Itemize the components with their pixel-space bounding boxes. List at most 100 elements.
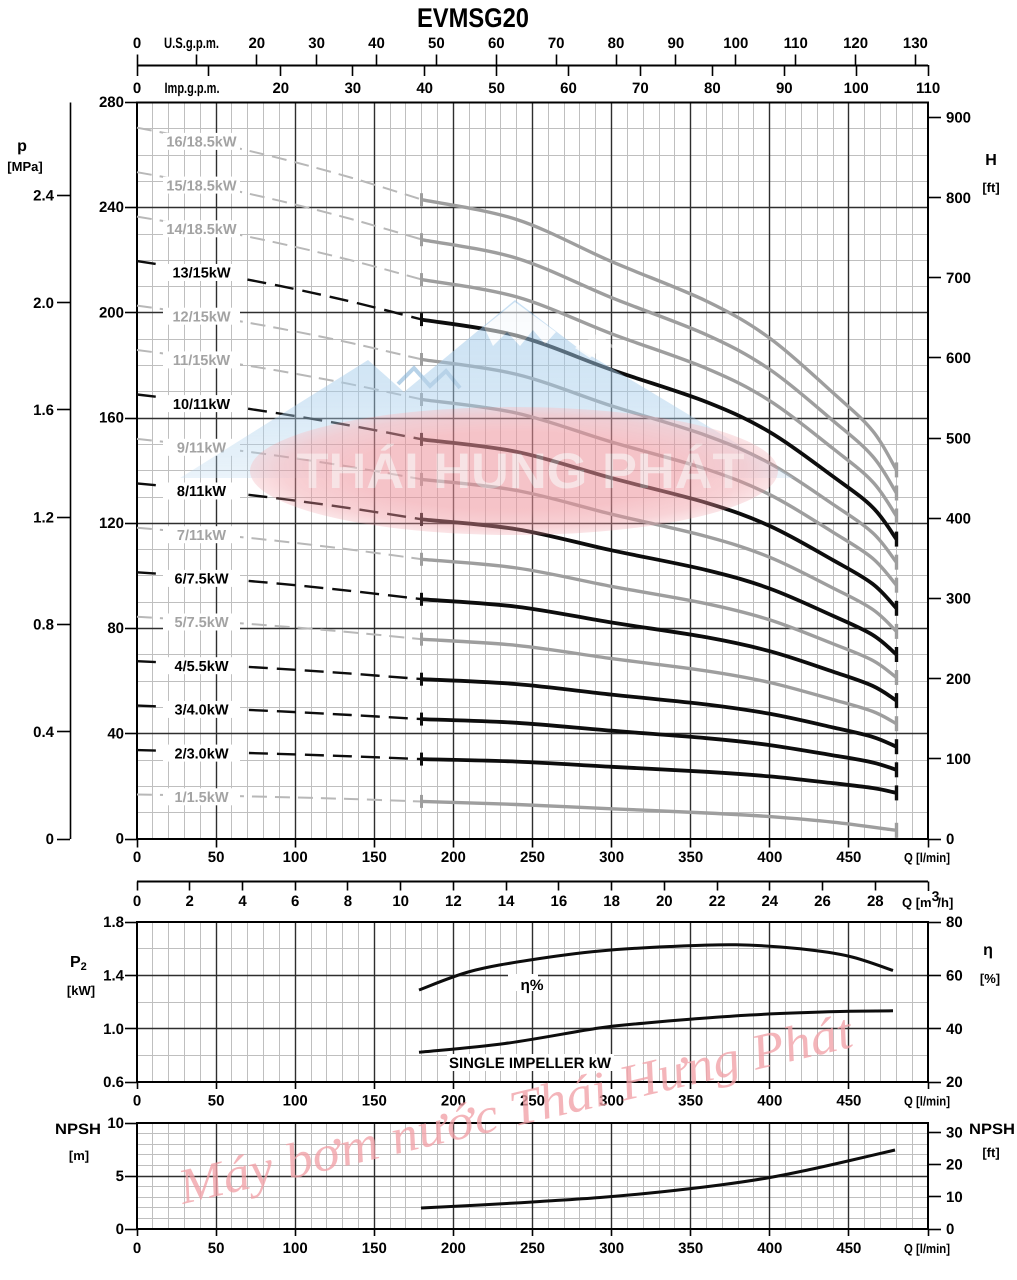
svg-text:[ft]: [ft] — [982, 180, 999, 195]
svg-text:250: 250 — [520, 849, 545, 866]
svg-text:12/15kW: 12/15kW — [172, 309, 230, 325]
svg-text:90: 90 — [776, 80, 793, 97]
svg-text:10: 10 — [107, 1115, 124, 1132]
svg-text:100: 100 — [283, 1240, 308, 1257]
svg-text:20: 20 — [272, 80, 289, 97]
svg-text:1/1.5kW: 1/1.5kW — [175, 790, 229, 806]
svg-text:1.6: 1.6 — [33, 402, 54, 419]
svg-text:1.2: 1.2 — [33, 509, 54, 526]
svg-text:0.4: 0.4 — [33, 724, 55, 741]
svg-text:80: 80 — [946, 914, 963, 931]
svg-text:280: 280 — [99, 94, 124, 111]
svg-text:SINGLE IMPELLER kW: SINGLE IMPELLER kW — [449, 1055, 612, 1072]
svg-text:10: 10 — [392, 893, 409, 910]
svg-text:160: 160 — [99, 410, 124, 427]
svg-text:0: 0 — [946, 1221, 954, 1238]
svg-text:350: 350 — [678, 849, 703, 866]
svg-text:300: 300 — [599, 1093, 624, 1110]
svg-text:450: 450 — [836, 1093, 861, 1110]
svg-text:350: 350 — [678, 1093, 703, 1110]
svg-text:[ft]: [ft] — [982, 1145, 999, 1160]
svg-text:EVMSG20: EVMSG20 — [417, 3, 529, 33]
svg-text:14: 14 — [498, 893, 515, 910]
svg-text:0: 0 — [133, 1093, 141, 1110]
svg-text:200: 200 — [99, 304, 124, 321]
svg-text:450: 450 — [836, 1240, 861, 1257]
svg-text:100: 100 — [844, 80, 869, 97]
svg-text:50: 50 — [208, 1093, 225, 1110]
svg-text:THÁI HUNG PHÁT: THÁI HUNG PHÁT — [297, 443, 745, 499]
svg-text:8/11kW: 8/11kW — [177, 484, 226, 500]
svg-text:P2: P2 — [70, 954, 87, 973]
svg-text:5: 5 — [116, 1168, 124, 1185]
svg-text:200: 200 — [946, 671, 971, 688]
svg-text:0: 0 — [133, 1240, 141, 1257]
svg-text:110: 110 — [916, 80, 940, 97]
svg-text:300: 300 — [599, 849, 624, 866]
svg-text:150: 150 — [362, 849, 387, 866]
svg-text:9/11kW: 9/11kW — [177, 441, 226, 457]
svg-text:500: 500 — [946, 430, 971, 447]
svg-text:13/15kW: 13/15kW — [172, 266, 230, 282]
svg-text:350: 350 — [678, 1240, 703, 1257]
svg-text:250: 250 — [520, 1093, 545, 1110]
svg-text:η: η — [983, 942, 993, 959]
svg-text:400: 400 — [757, 1240, 782, 1257]
svg-text:16/18.5kW: 16/18.5kW — [166, 135, 236, 151]
svg-text:Q [l/min]: Q [l/min] — [904, 1094, 950, 1109]
svg-text:40: 40 — [107, 725, 124, 742]
svg-text:0: 0 — [116, 831, 124, 848]
svg-text:1.0: 1.0 — [103, 1021, 124, 1038]
svg-text:0: 0 — [116, 1221, 124, 1238]
svg-text:14/18.5kW: 14/18.5kW — [166, 222, 236, 238]
svg-text:30: 30 — [344, 80, 361, 97]
svg-text:η%: η% — [521, 977, 544, 994]
svg-text:70: 70 — [632, 80, 649, 97]
svg-text:2: 2 — [186, 893, 194, 910]
svg-text:200: 200 — [441, 1093, 466, 1110]
svg-text:30: 30 — [308, 35, 325, 52]
svg-text:100: 100 — [283, 849, 308, 866]
svg-text:80: 80 — [704, 80, 721, 97]
svg-text:20: 20 — [946, 1157, 963, 1174]
svg-text:250: 250 — [520, 1240, 545, 1257]
svg-text:0: 0 — [946, 831, 954, 848]
svg-text:26: 26 — [814, 893, 831, 910]
svg-text:6: 6 — [291, 893, 299, 910]
svg-text:Q [l/min]: Q [l/min] — [904, 850, 950, 865]
svg-text:70: 70 — [548, 35, 565, 52]
svg-text:8: 8 — [344, 893, 352, 910]
svg-text:[%]: [%] — [980, 971, 1000, 986]
svg-text:15/18.5kW: 15/18.5kW — [166, 178, 236, 194]
svg-text:450: 450 — [836, 849, 861, 866]
svg-text:20: 20 — [248, 35, 265, 52]
svg-text:6/7.5kW: 6/7.5kW — [175, 572, 229, 588]
svg-text:130: 130 — [903, 35, 928, 52]
svg-text:4: 4 — [238, 893, 247, 910]
svg-text:100: 100 — [723, 35, 748, 52]
svg-text:30: 30 — [946, 1124, 963, 1141]
svg-text:16: 16 — [551, 893, 568, 910]
svg-text:Q [m3/h]: Q [m3/h] — [902, 888, 953, 910]
svg-text:240: 240 — [99, 199, 124, 216]
svg-text:60: 60 — [946, 968, 963, 985]
svg-text:12: 12 — [445, 893, 462, 910]
svg-text:10/11kW: 10/11kW — [173, 397, 231, 413]
svg-text:400: 400 — [757, 849, 782, 866]
svg-text:50: 50 — [208, 1240, 225, 1257]
svg-text:700: 700 — [946, 270, 971, 287]
svg-text:900: 900 — [946, 110, 971, 127]
svg-text:NPSH: NPSH — [55, 1121, 101, 1138]
svg-text:0.8: 0.8 — [33, 617, 54, 634]
svg-text:0: 0 — [133, 35, 141, 52]
svg-text:0: 0 — [46, 831, 54, 848]
svg-text:60: 60 — [488, 35, 505, 52]
svg-text:20: 20 — [656, 893, 673, 910]
svg-text:50: 50 — [208, 849, 225, 866]
svg-text:150: 150 — [362, 1240, 387, 1257]
svg-text:0: 0 — [133, 80, 141, 97]
svg-text:800: 800 — [946, 190, 971, 207]
svg-text:100: 100 — [283, 1093, 308, 1110]
svg-text:U.S.g.p.m.: U.S.g.p.m. — [164, 35, 219, 52]
svg-text:80: 80 — [608, 35, 625, 52]
